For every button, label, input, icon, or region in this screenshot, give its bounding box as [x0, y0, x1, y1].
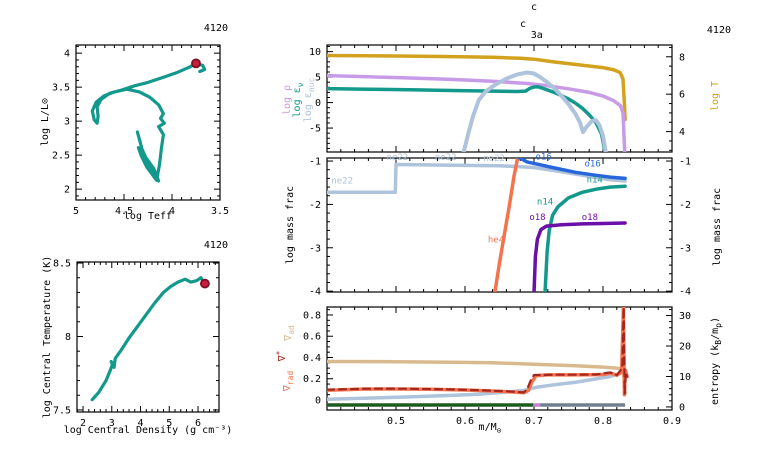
mass-x-axis-label: m/M⊙ [478, 422, 502, 435]
svg-text:6: 6 [679, 90, 685, 101]
svg-text:8: 8 [679, 52, 685, 63]
svg-text:0.4: 0.4 [303, 353, 321, 364]
mass-frac-left-axis-label: log mass frac [285, 185, 296, 265]
series-o16 [516, 158, 627, 181]
svg-text:0: 0 [315, 98, 321, 109]
label-he4: he4 [488, 236, 504, 246]
label-o18: o18 [582, 213, 598, 223]
series-o18 [532, 221, 627, 292]
svg-text:10: 10 [679, 372, 691, 383]
mass-frac-right-axis-label: log mass frac [712, 187, 723, 267]
svg-text:4: 4 [64, 49, 70, 60]
burn-label-c: c [520, 19, 526, 30]
svg-text:5: 5 [73, 206, 79, 217]
svg-text:3: 3 [109, 418, 115, 429]
trho-model-number: 4120 [203, 240, 228, 251]
svg-text:2: 2 [80, 418, 86, 429]
grad-rad-axis-label: ∇rad [282, 370, 295, 392]
svg-text:0.7: 0.7 [525, 416, 543, 427]
svg-text:0: 0 [679, 402, 685, 413]
trho-x-axis-label: log Central Density (g cm⁻³) [63, 425, 233, 436]
svg-text:3.5: 3.5 [211, 206, 229, 217]
trho-current-model-marker [200, 278, 210, 289]
svg-text:7.5: 7.5 [53, 405, 71, 416]
hr-x-axis-label: log Teff [123, 211, 173, 222]
svg-text:0.6: 0.6 [456, 416, 474, 427]
label-ne22: ne22 [435, 153, 457, 163]
svg-text:4: 4 [679, 127, 685, 138]
label-ne22: ne22 [387, 153, 409, 163]
svg-text:0: 0 [315, 396, 321, 407]
svg-text:8: 8 [65, 332, 71, 343]
log-eps-nuc-axis-label: log εnuc [303, 77, 316, 123]
svg-text:0.2: 0.2 [303, 374, 321, 385]
grad-panel: 0.5 0.6 0.7 0.8 0.9 0 0.2 0.4 0.6 0.8 0 10 20 30 [303, 306, 691, 427]
svg-text:20: 20 [679, 342, 691, 353]
svg-text:5: 5 [315, 73, 321, 84]
hr-model-number: 4120 [203, 23, 228, 34]
svg-text:-4: -4 [309, 287, 321, 298]
svg-text:5: 5 [166, 418, 172, 429]
series-central-trho-track [90, 276, 207, 402]
series-grad-star [327, 307, 629, 395]
svg-text:8.5: 8.5 [53, 259, 71, 270]
profile-model-number: 4120 [706, 25, 731, 36]
svg-text:0.8: 0.8 [303, 310, 321, 321]
svg-text:30: 30 [679, 311, 691, 322]
svg-text:3.5: 3.5 [52, 83, 70, 94]
series-he4 [493, 158, 520, 292]
svg-text:-2: -2 [679, 200, 691, 211]
series-ne22 [327, 162, 627, 195]
hr-y-axis-label: log L/L⊙ [40, 97, 51, 147]
series-hr-track [90, 61, 207, 183]
burn-label-3a: 3a [531, 30, 543, 41]
svg-text:6: 6 [195, 418, 201, 429]
label-ne22: ne22 [331, 177, 353, 187]
trho-y-axis-label: log Central Temperature (K) [42, 255, 53, 419]
series-n14 [543, 184, 627, 292]
svg-text:-5: -5 [309, 124, 321, 135]
label-n14: n14 [587, 176, 603, 186]
hr-current-model-marker [191, 58, 201, 69]
series-log-rho [327, 73, 627, 152]
svg-text:4: 4 [138, 418, 144, 429]
profile-panel: -5 0 5 10 4 6 8 cc 3a [309, 2, 685, 153]
abund-panel: -4 -4 -3 -3 -2 -2 -1 -1 ne22 ne22 ne22 ne22 he4 n14 n1… [309, 153, 691, 298]
burn-label-c: c [531, 2, 537, 13]
label-ne22: ne22 [483, 154, 505, 164]
svg-text:0.9: 0.9 [663, 416, 681, 427]
svg-text:4: 4 [169, 206, 175, 217]
entropy-axis-label: entropy (kB/mp) [710, 317, 723, 405]
hr-panel: 5 4.5 4 3.5 2 2.5 3 3.5 4 [52, 44, 229, 217]
svg-text:-4: -4 [679, 287, 691, 298]
series-log-eps-nu [327, 85, 607, 152]
log-t-axis-label: log T [710, 80, 721, 112]
grad-star-axis-label: ∇* [275, 350, 288, 362]
svg-text:2.5: 2.5 [52, 151, 70, 162]
series-log-eps-nuc [461, 70, 608, 152]
svg-text:0.8: 0.8 [594, 416, 612, 427]
grad-ad-axis-label: ∇ad [283, 325, 296, 341]
series-log-T [327, 53, 627, 122]
svg-text:4.5: 4.5 [115, 206, 133, 217]
svg-text:10: 10 [309, 47, 321, 58]
svg-text:-1: -1 [309, 157, 321, 168]
label-o18: o18 [529, 213, 545, 223]
svg-text:-1: -1 [679, 157, 691, 168]
svg-text:2: 2 [64, 185, 70, 196]
label-o16: o16 [585, 160, 601, 170]
svg-text:-3: -3 [309, 243, 321, 254]
svg-text:0.5: 0.5 [387, 416, 405, 427]
label-n14: n14 [537, 197, 553, 207]
trho-panel: 2 3 4 5 6 7.5 8 8.5 [53, 259, 220, 429]
svg-text:-2: -2 [309, 200, 321, 211]
svg-text:-3: -3 [679, 243, 691, 254]
svg-text:0.6: 0.6 [303, 332, 321, 343]
label-o16: o16 [536, 153, 552, 163]
svg-text:3: 3 [64, 117, 70, 128]
